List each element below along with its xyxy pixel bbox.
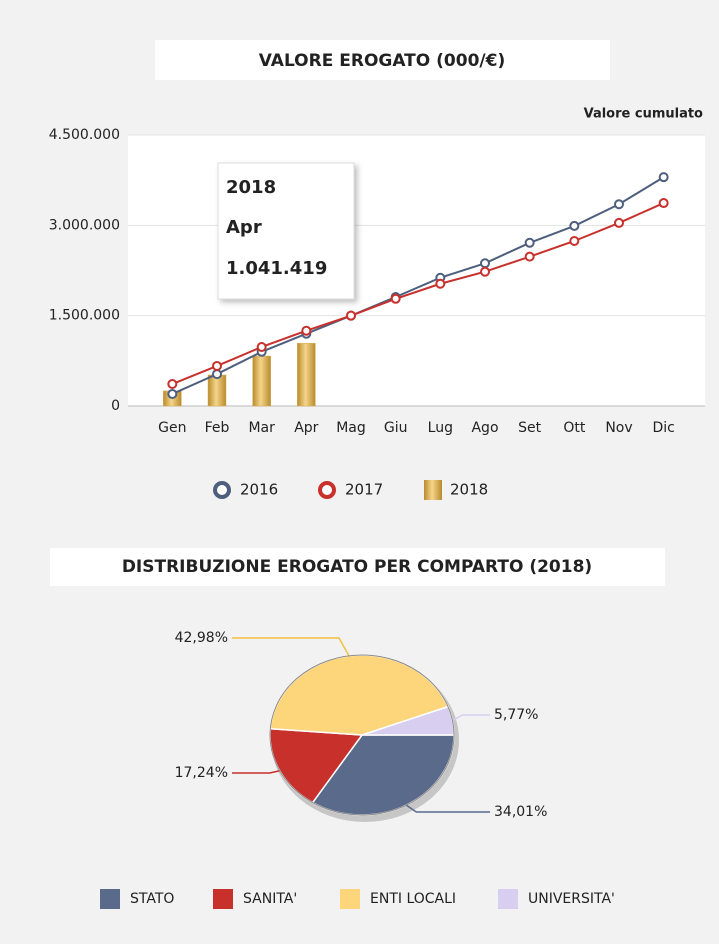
x-tick-label: Nov (605, 420, 632, 436)
title-box (50, 548, 665, 586)
legend-label: ENTI LOCALI (370, 891, 456, 907)
point (256, 341, 267, 352)
point (346, 310, 356, 321)
bar (252, 355, 271, 407)
line (171, 176, 665, 395)
x-tick-label: Apr (294, 420, 318, 436)
point (658, 172, 669, 183)
x-tick-label: Feb (205, 420, 230, 436)
point (167, 388, 178, 399)
legend-label: UNIVERSITA' (528, 891, 615, 907)
x-tick-label: Set (518, 420, 542, 436)
chart-title: DISTRIBUZIONE EROGATO PER COMPARTO (2018… (122, 557, 592, 577)
point (569, 220, 580, 231)
legend-swatch (424, 480, 442, 500)
legend-swatch (340, 889, 360, 909)
legend-label: SANITA' (243, 891, 297, 907)
y-tick-label: 1.500.000 (49, 308, 120, 324)
point (301, 325, 312, 336)
pie-rim (269, 654, 455, 816)
point (480, 266, 490, 277)
data-label: 5,77% (494, 707, 538, 723)
point (614, 217, 624, 228)
point (658, 198, 669, 209)
bar (207, 374, 227, 407)
legend-label: 2017 (345, 481, 383, 499)
legend-swatch (213, 889, 233, 909)
leader-line (232, 770, 280, 774)
leader-line (405, 804, 490, 813)
chart-title: VALORE EROGATO (000/€) (259, 51, 505, 71)
x-tick-label: Ago (471, 420, 498, 436)
x-tick-label: Lug (428, 420, 453, 436)
x-tick-label: Ott (563, 420, 586, 436)
chart-subtitle: Valore cumulato (584, 107, 703, 122)
data-label: 17,24% (175, 765, 228, 781)
tooltip-series: 2018 (226, 177, 276, 198)
y-tick-label: 4.500.000 (49, 127, 120, 143)
point (390, 293, 401, 304)
tooltip-category: Apr (226, 217, 262, 238)
point (212, 369, 222, 380)
legend-swatch (100, 889, 120, 909)
legend-label: 2018 (450, 481, 488, 499)
legend-swatch (498, 889, 518, 909)
point (435, 278, 446, 289)
point (614, 199, 624, 210)
line (171, 202, 665, 385)
tooltip-value: 1.041.419 (226, 258, 327, 279)
x-tick-label: Mag (336, 420, 366, 436)
data-label: 42,98% (175, 630, 228, 646)
legend-swatch (213, 481, 231, 499)
bar (297, 343, 316, 407)
legend-label: 2016 (240, 481, 278, 499)
x-tick-label: Gen (158, 420, 186, 436)
x-tick-label: Giu (384, 420, 408, 436)
tooltip-box (217, 162, 355, 300)
legend-label: STATO (130, 891, 174, 907)
title-box (155, 40, 610, 80)
legend-swatch (318, 481, 336, 499)
tooltip: 2018 Apr 1.041.419 (217, 162, 355, 300)
x-tick-label: Dic (652, 420, 674, 436)
point (524, 251, 535, 262)
point (167, 379, 178, 390)
leader-line (452, 714, 490, 722)
y-tick-label: 0 (111, 398, 120, 414)
x-tick-label: Mar (248, 420, 275, 436)
y-tick-label: 3.000.000 (49, 217, 120, 233)
leader-line (232, 637, 350, 657)
point (212, 360, 222, 371)
point (480, 258, 490, 269)
point (524, 237, 535, 248)
point (569, 235, 580, 246)
data-label: 34,01% (494, 804, 547, 820)
